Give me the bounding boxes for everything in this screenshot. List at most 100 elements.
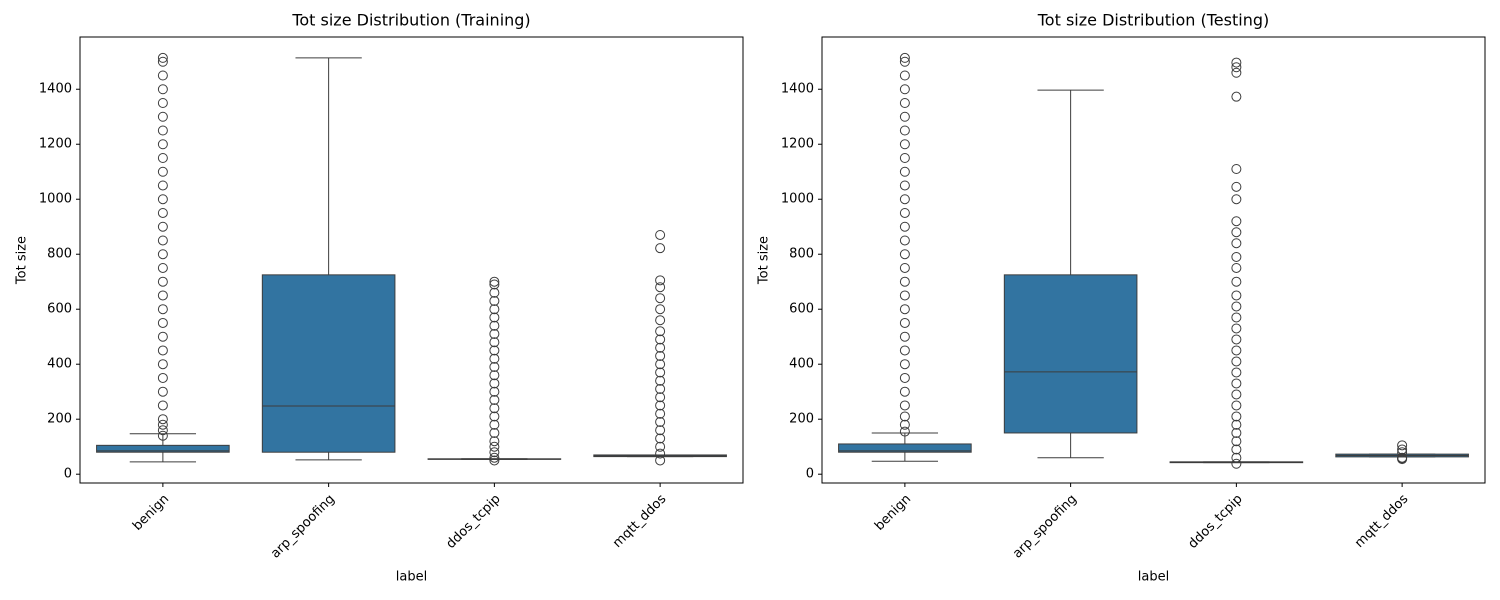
- x-tick-label: arp_spoofing: [268, 492, 338, 562]
- outlier: [899, 304, 910, 315]
- y-tick-label: 0: [806, 467, 814, 482]
- outlier: [1231, 389, 1242, 400]
- outlier: [899, 125, 910, 136]
- outlier: [157, 235, 168, 246]
- outlier: [489, 287, 500, 298]
- outlier: [157, 317, 168, 328]
- y-tick-label: 600: [789, 302, 814, 317]
- outlier: [489, 320, 500, 331]
- outlier: [1231, 378, 1242, 389]
- y-tick-label: 1000: [39, 192, 72, 207]
- outlier: [899, 84, 910, 95]
- outlier: [1231, 194, 1242, 205]
- y-tick-label: 0: [64, 467, 72, 482]
- outlier: [489, 337, 500, 348]
- outlier: [157, 359, 168, 370]
- y-tick-label: 400: [789, 357, 814, 372]
- x-axis-label: label: [396, 570, 427, 585]
- outlier: [899, 411, 910, 422]
- outlier: [489, 394, 500, 405]
- outlier: [1397, 444, 1408, 455]
- box: [838, 443, 972, 453]
- outlier: [1231, 251, 1242, 262]
- outlier: [1231, 323, 1242, 334]
- outlier: [489, 386, 500, 397]
- outlier: [655, 342, 666, 353]
- outlier: [655, 375, 666, 386]
- outlier: [655, 400, 666, 411]
- outlier: [489, 427, 500, 438]
- outlier: [655, 293, 666, 304]
- y-tick-label: 800: [789, 247, 814, 262]
- outlier: [157, 419, 168, 430]
- outlier: [899, 276, 910, 287]
- outlier: [1231, 290, 1242, 301]
- outlier: [655, 455, 666, 466]
- outlier: [157, 125, 168, 136]
- outlier: [157, 52, 168, 63]
- outlier: [157, 386, 168, 397]
- outlier: [655, 350, 666, 361]
- outlier: [899, 52, 910, 63]
- outlier: [157, 166, 168, 177]
- outlier: [899, 221, 910, 232]
- outlier: [157, 221, 168, 232]
- outlier: [157, 331, 168, 342]
- outlier: [157, 400, 168, 411]
- outlier: [489, 295, 500, 306]
- outlier: [489, 447, 500, 458]
- outlier: [157, 345, 168, 356]
- outlier: [489, 279, 500, 290]
- outlier: [1397, 452, 1408, 463]
- outlier: [899, 111, 910, 122]
- outlier: [1231, 301, 1242, 312]
- outlier: [489, 419, 500, 430]
- outlier: [655, 408, 666, 419]
- outlier: [899, 290, 910, 301]
- outlier: [1231, 276, 1242, 287]
- y-tick-label: 200: [789, 412, 814, 427]
- outlier: [899, 166, 910, 177]
- outlier: [1231, 163, 1242, 174]
- x-tick-label: benign: [872, 492, 914, 534]
- outlier: [899, 152, 910, 163]
- outlier: [489, 411, 500, 422]
- x-tick-label: mqtt_ddos: [610, 492, 669, 551]
- outlier: [489, 328, 500, 339]
- y-tick-label: 800: [47, 247, 72, 262]
- y-tick-label: 1000: [781, 192, 814, 207]
- x-tick-label: mqtt_ddos: [1352, 492, 1411, 551]
- box: [96, 444, 230, 453]
- outlier: [899, 97, 910, 108]
- outlier: [899, 359, 910, 370]
- outlier: [655, 229, 666, 240]
- outlier: [1231, 411, 1242, 422]
- outlier: [899, 194, 910, 205]
- outlier: [157, 111, 168, 122]
- outlier: [1231, 62, 1242, 73]
- outlier: [899, 139, 910, 150]
- outlier: [157, 180, 168, 191]
- outlier: [655, 433, 666, 444]
- box: [1003, 274, 1138, 434]
- outlier: [899, 372, 910, 383]
- outlier: [655, 425, 666, 436]
- y-tick-label: 1200: [39, 137, 72, 152]
- outlier: [899, 426, 910, 437]
- x-tick-label: arp_spoofing: [1010, 492, 1080, 562]
- outlier: [1231, 262, 1242, 273]
- outlier: [157, 290, 168, 301]
- outlier: [1231, 444, 1242, 455]
- outlier: [157, 56, 168, 67]
- outlier: [899, 56, 910, 67]
- outlier: [899, 207, 910, 218]
- outlier: [1231, 238, 1242, 249]
- outlier: [1231, 452, 1242, 463]
- outlier: [157, 262, 168, 273]
- outlier: [655, 282, 666, 293]
- outlier: [655, 416, 666, 427]
- y-tick-label: 1200: [781, 137, 814, 152]
- outlier: [1231, 345, 1242, 356]
- y-tick-label: 1400: [781, 82, 814, 97]
- outlier: [489, 345, 500, 356]
